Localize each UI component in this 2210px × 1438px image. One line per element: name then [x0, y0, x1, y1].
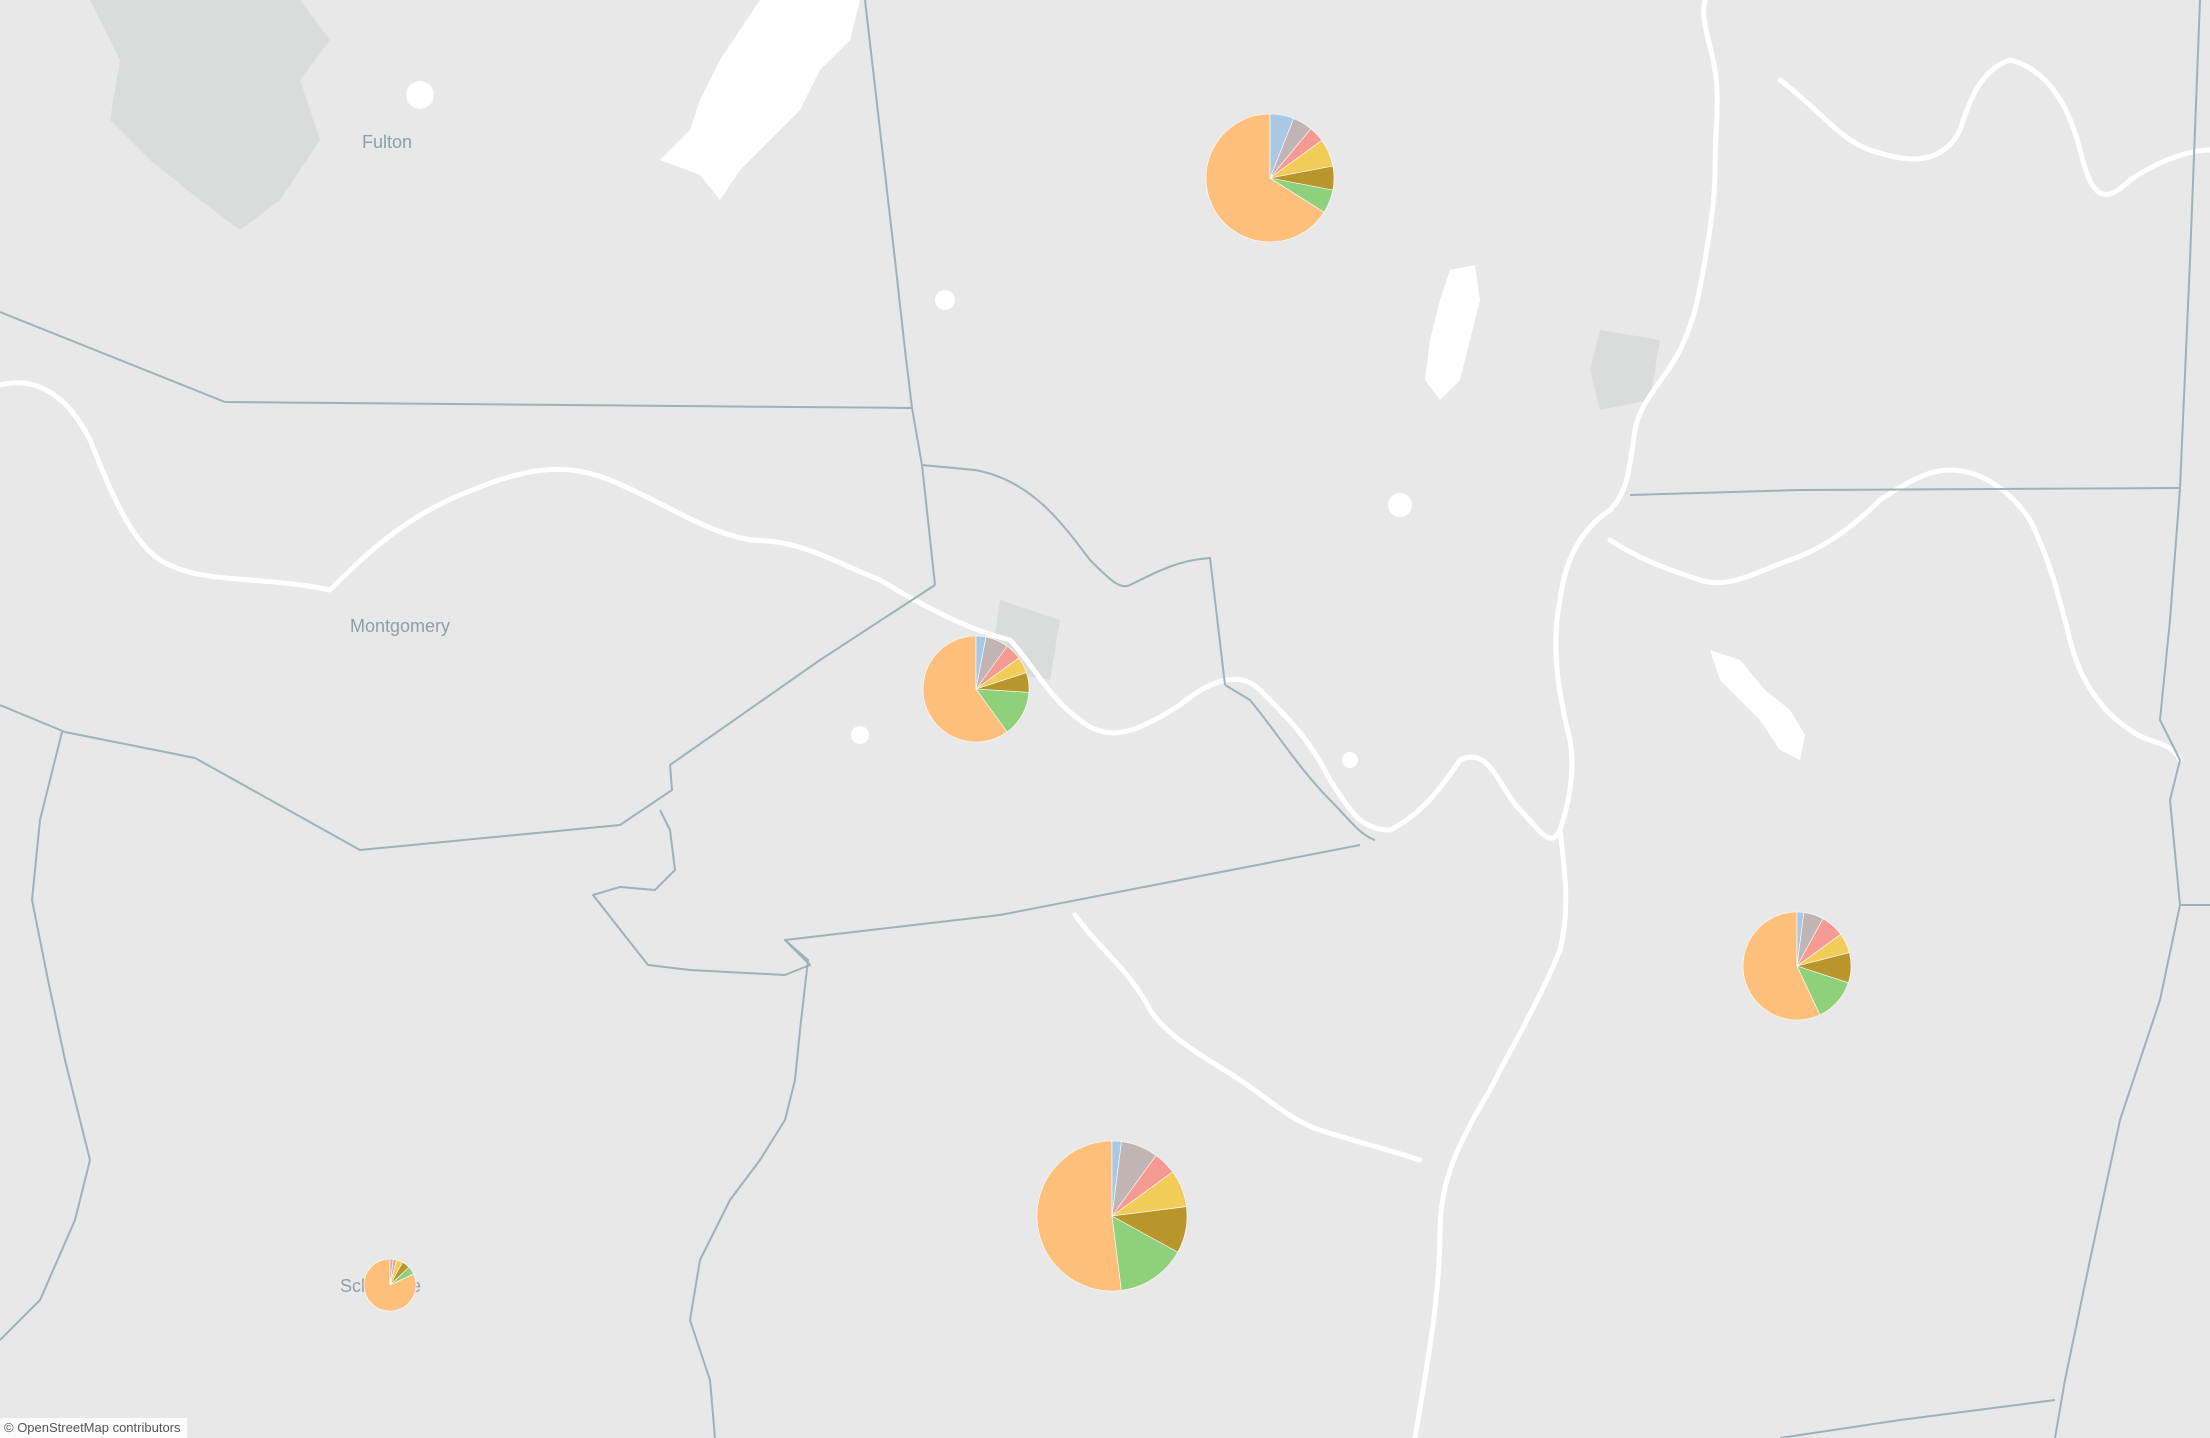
boundary-rensselaer-massachusetts: [2054, 904, 2181, 1438]
lake-saratoga: [1425, 265, 1480, 400]
pie-slice[interactable]: [1742, 911, 1821, 1021]
pie-slice[interactable]: [1796, 911, 1805, 967]
boundary-fulton-saratoga: [864, 0, 913, 409]
pond-4: [1342, 752, 1358, 768]
pie-slice[interactable]: [922, 635, 1008, 743]
urban-area-east: [1590, 330, 1660, 410]
hoosick-river: [1607, 467, 2183, 763]
hudson-river-north: [1553, 0, 1720, 833]
pond-5: [406, 81, 434, 109]
boundary-saratoga-schenectady: [1224, 684, 1376, 841]
pie-slice[interactable]: [363, 1258, 417, 1312]
lakes: [406, 0, 1805, 768]
boundary-saratoga-schenectady-north: [921, 464, 1226, 686]
pond-2: [935, 290, 955, 310]
hudson-river-south: [1412, 827, 1569, 1438]
county-label-fulton: Fulton: [362, 132, 412, 152]
pie-marker-schenectady[interactable]: [922, 635, 1030, 743]
boundary-fulton-montgomery: [0, 311, 913, 409]
pie-slice[interactable]: [1111, 1215, 1179, 1291]
pond-1: [1388, 493, 1412, 517]
tributary-river: [1072, 912, 1423, 1163]
boundary-saratoga-rensselaer: [1629, 487, 2181, 496]
pie-slice[interactable]: [1205, 113, 1325, 243]
urban-areas: [90, 0, 1660, 680]
pie-slice[interactable]: [389, 1258, 394, 1286]
battenkill-river: [1777, 57, 2210, 197]
boundary-rensselaer-columbia: [1779, 1399, 2056, 1438]
urban-area-fulton: [90, 0, 330, 230]
pie-slice[interactable]: [1111, 1140, 1122, 1217]
pie-slice[interactable]: [1269, 113, 1294, 179]
lake-great-sacandaga: [660, 0, 860, 200]
map-attribution[interactable]: © OpenStreetMap contributors: [0, 1418, 187, 1438]
pie-slice[interactable]: [1036, 1140, 1122, 1292]
pond-3: [851, 726, 869, 744]
pie-slice[interactable]: [975, 635, 987, 690]
pie-marker-albany[interactable]: [1036, 1140, 1188, 1292]
boundary-montgomery-schenectady: [0, 584, 936, 851]
pie-marker-schoharie[interactable]: [363, 1258, 417, 1312]
mohawk-river: [0, 380, 1563, 841]
county-label-montgomery: Montgomery: [350, 616, 450, 636]
boundary-albany-schoharie: [689, 939, 809, 1438]
pie-marker-rensselaer[interactable]: [1742, 911, 1852, 1021]
lake-east: [1710, 650, 1805, 760]
boundary-schoharie-west: [0, 731, 91, 1341]
pie-marker-saratoga[interactable]: [1205, 113, 1335, 243]
boundary-washington-vermont: [2159, 0, 2201, 906]
